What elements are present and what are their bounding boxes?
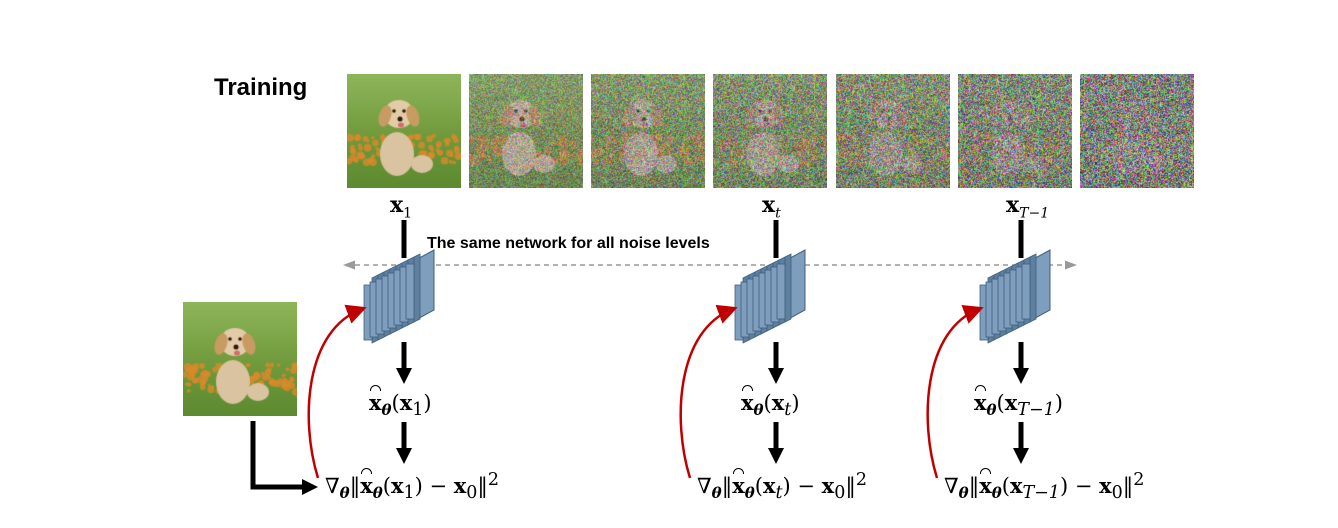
noisy-image-6 [1080,74,1194,188]
noisy-image-3 [713,74,827,188]
network-stack-t [734,249,806,344]
noisy-image-1 [469,74,583,188]
input-label-x1: x1 [390,192,413,222]
noisy-image-0 [347,74,461,188]
loss-gradient-xT-1: ∇θ‖xθ(xT−1) − x0‖2 [944,470,1145,504]
noisy-image-5 [958,74,1072,188]
noisy-image-4 [836,74,950,188]
loss-gradient-x1: ∇θ‖xθ(x1) − x0‖2 [325,470,500,504]
network-caption: The same network for all noise levels [427,235,710,252]
noisy-image-2 [591,74,705,188]
clean-image-x0 [183,302,297,416]
estimate-x1: xθ(x1) [369,390,432,421]
network-stack-T-1 [979,249,1051,344]
estimate-xT-1: xθ(xT−1) [974,390,1063,421]
loss-gradient-xt: ∇θ‖xθ(xt) − x0‖2 [697,470,867,504]
estimate-xt: xθ(xt) [741,390,800,421]
gradient-arrow-1 [307,304,367,479]
input-label-xT-1: xT−1 [1006,192,1050,222]
input-label-xt: xt [762,192,781,222]
arrow-clean-image-to-loss [250,421,304,490]
network-stack-1 [363,249,435,344]
page-title: Training [214,74,308,101]
gradient-arrow-T-1 [926,305,984,479]
gradient-arrow-t [679,304,738,479]
